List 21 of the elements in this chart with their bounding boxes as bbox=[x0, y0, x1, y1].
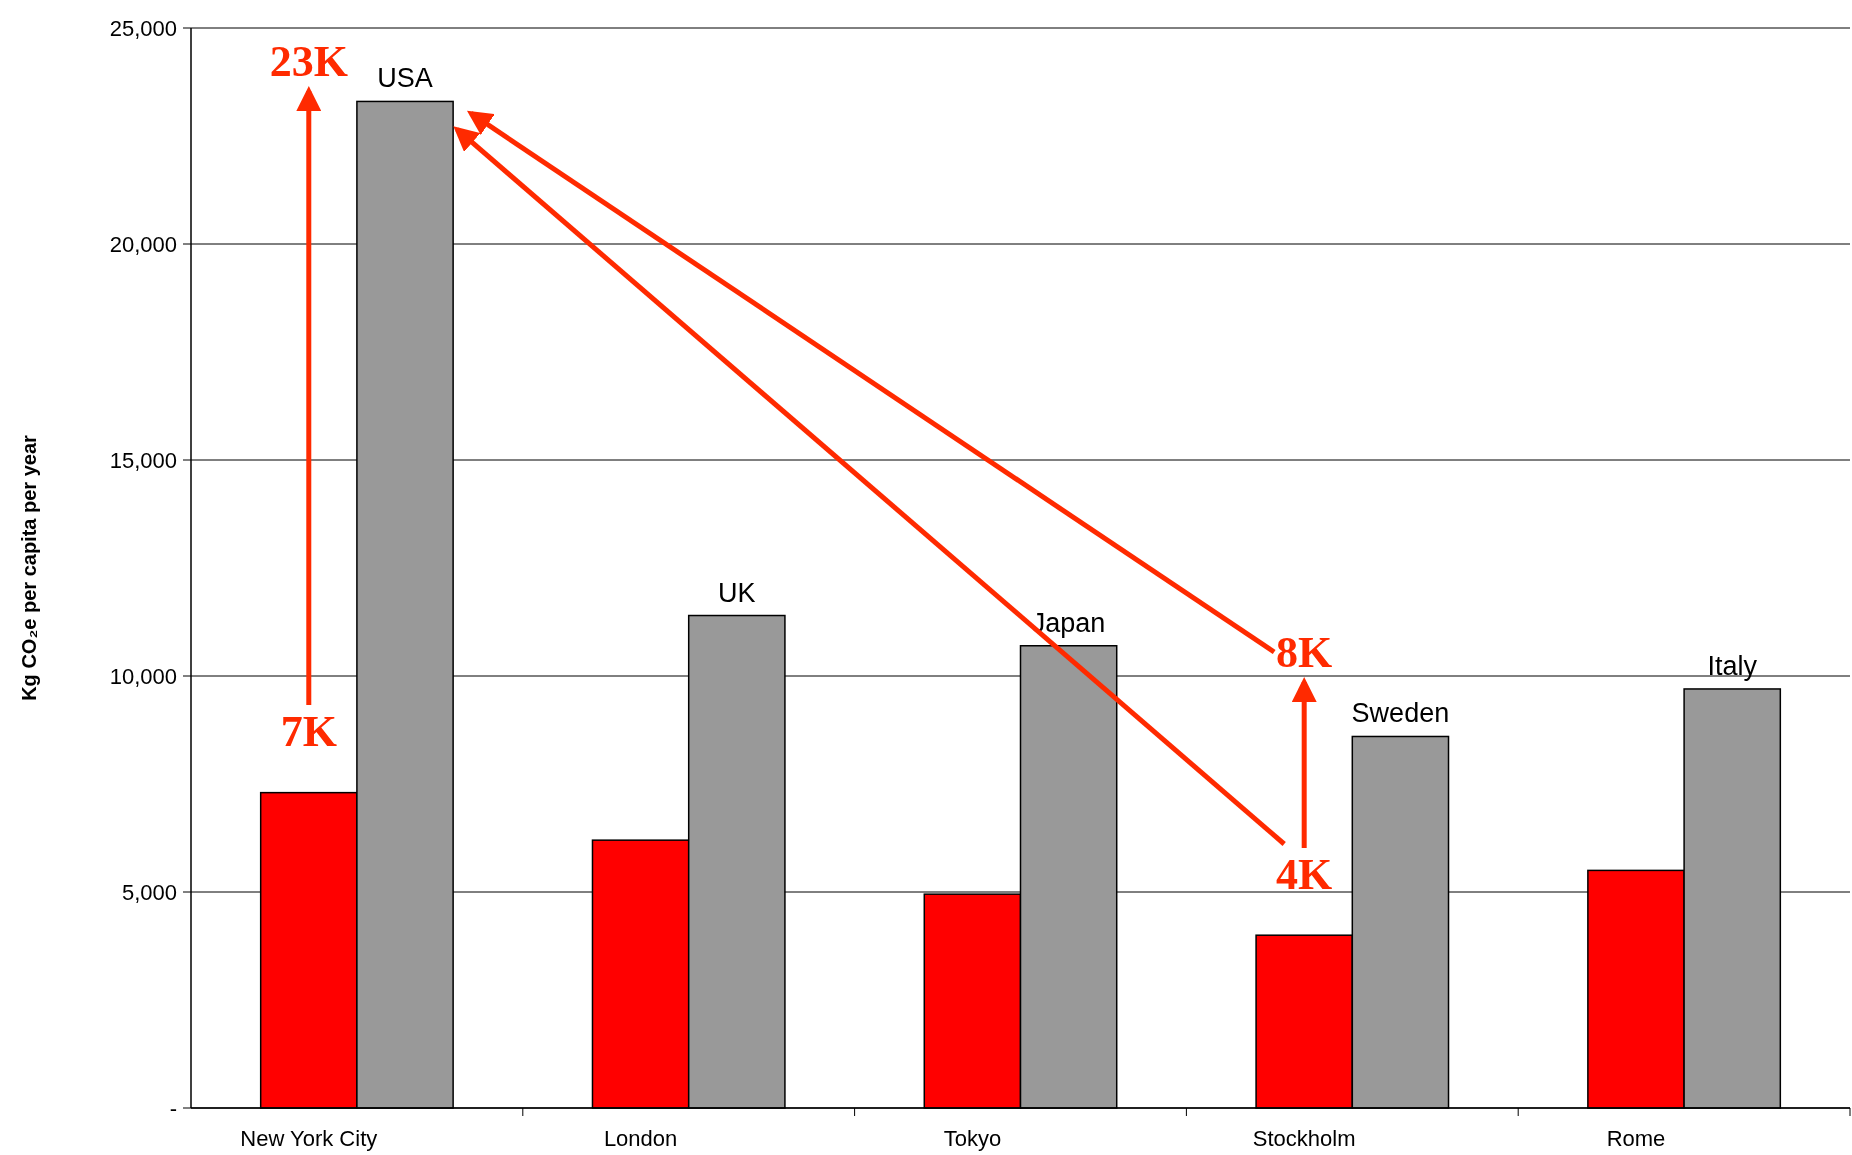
x-tick-label: New York City bbox=[240, 1126, 378, 1151]
y-tick-label: 20,000 bbox=[109, 231, 177, 257]
y-tick-label: 15,000 bbox=[109, 447, 177, 473]
annotation: UK bbox=[718, 577, 756, 608]
x-tick-label: Rome bbox=[1606, 1126, 1666, 1151]
annotation: Sweden bbox=[1351, 698, 1450, 729]
annotation: 7K bbox=[280, 707, 337, 757]
x-tick-label: Stockholm bbox=[1252, 1126, 1356, 1151]
annotation: USA bbox=[377, 63, 433, 94]
y-axis-title: Kg CO₂e per capita per year bbox=[18, 434, 40, 701]
y-tick-label: - bbox=[169, 1095, 177, 1121]
annotation: 8K bbox=[1276, 628, 1333, 678]
annotation: 23K bbox=[269, 37, 348, 87]
annotation: Italy bbox=[1707, 650, 1758, 681]
annotation: Japan bbox=[1031, 607, 1106, 638]
y-tick-label: 10,000 bbox=[109, 663, 177, 689]
y-tick-label: 5,000 bbox=[121, 879, 177, 905]
x-tick-label: Tokyo bbox=[943, 1126, 1002, 1151]
x-tick-label: London bbox=[603, 1126, 678, 1151]
y-tick-label: 25,000 bbox=[109, 15, 177, 41]
annotation: 4K bbox=[1276, 850, 1333, 900]
